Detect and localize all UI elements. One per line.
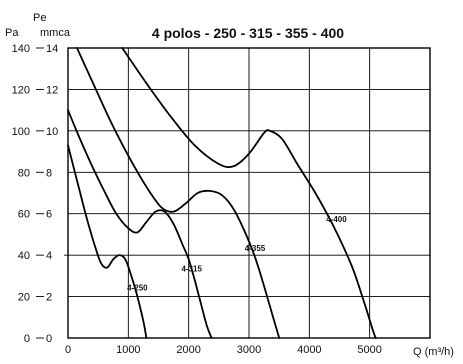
y-axis-header-pe: Pe — [33, 12, 46, 24]
x-tick-label: 2000 — [176, 344, 200, 356]
x-tick-label: 1000 — [116, 344, 140, 356]
chart-title: 4 polos - 250 - 315 - 355 - 400 — [152, 25, 344, 41]
y-tick-label-pa: 80 — [18, 167, 30, 179]
grid — [36, 47, 431, 339]
curve-label-4-315: 4-315 — [181, 265, 202, 274]
y-tick-label-mmca: 10 — [46, 126, 58, 138]
y-tick-label-mmca: 0 — [46, 333, 52, 345]
x-tick-label: 0 — [65, 344, 71, 356]
y-tick-label-pa: 60 — [18, 209, 30, 221]
curve-4-250 — [67, 144, 148, 339]
y-tick-label-pa: 20 — [18, 292, 30, 304]
y-axis-header-mmca: mmca — [40, 27, 71, 39]
y-tick-label-pa: 100 — [12, 126, 30, 138]
y-tick-label-pa: 0 — [24, 333, 30, 345]
y-tick-label-mmca: 14 — [46, 43, 58, 55]
curve-4-315 — [67, 109, 213, 339]
y-tick-label-mmca: 6 — [46, 209, 52, 221]
curve-4-400 — [121, 47, 377, 339]
curves — [67, 47, 377, 339]
x-tick-label: 5000 — [357, 344, 381, 356]
y-tick-label-pa: 40 — [18, 250, 30, 262]
x-axis-label: Q (m³/h) — [413, 346, 454, 358]
y-tick-label-pa: 140 — [12, 43, 30, 55]
x-tick-label: 4000 — [297, 344, 321, 356]
y-tick-label-pa: 120 — [12, 84, 30, 96]
y-tick-label-mmca: 8 — [46, 167, 52, 179]
y-axis-header-pa: Pa — [5, 27, 19, 39]
curve-4-355 — [76, 47, 281, 339]
y-tick-label-mmca: 2 — [46, 292, 52, 304]
curve-label-4-400: 4-400 — [326, 215, 347, 224]
x-tick-label: 3000 — [237, 344, 261, 356]
plot-frame — [67, 47, 431, 339]
curve-labels: 4-250 4-315 4-355 4-400 — [127, 215, 347, 292]
curve-label-4-250: 4-250 — [127, 283, 148, 292]
curve-label-4-355: 4-355 — [245, 244, 266, 253]
y-tick-label-mmca: 12 — [46, 84, 58, 96]
y-tick-label-mmca: 4 — [46, 250, 52, 262]
